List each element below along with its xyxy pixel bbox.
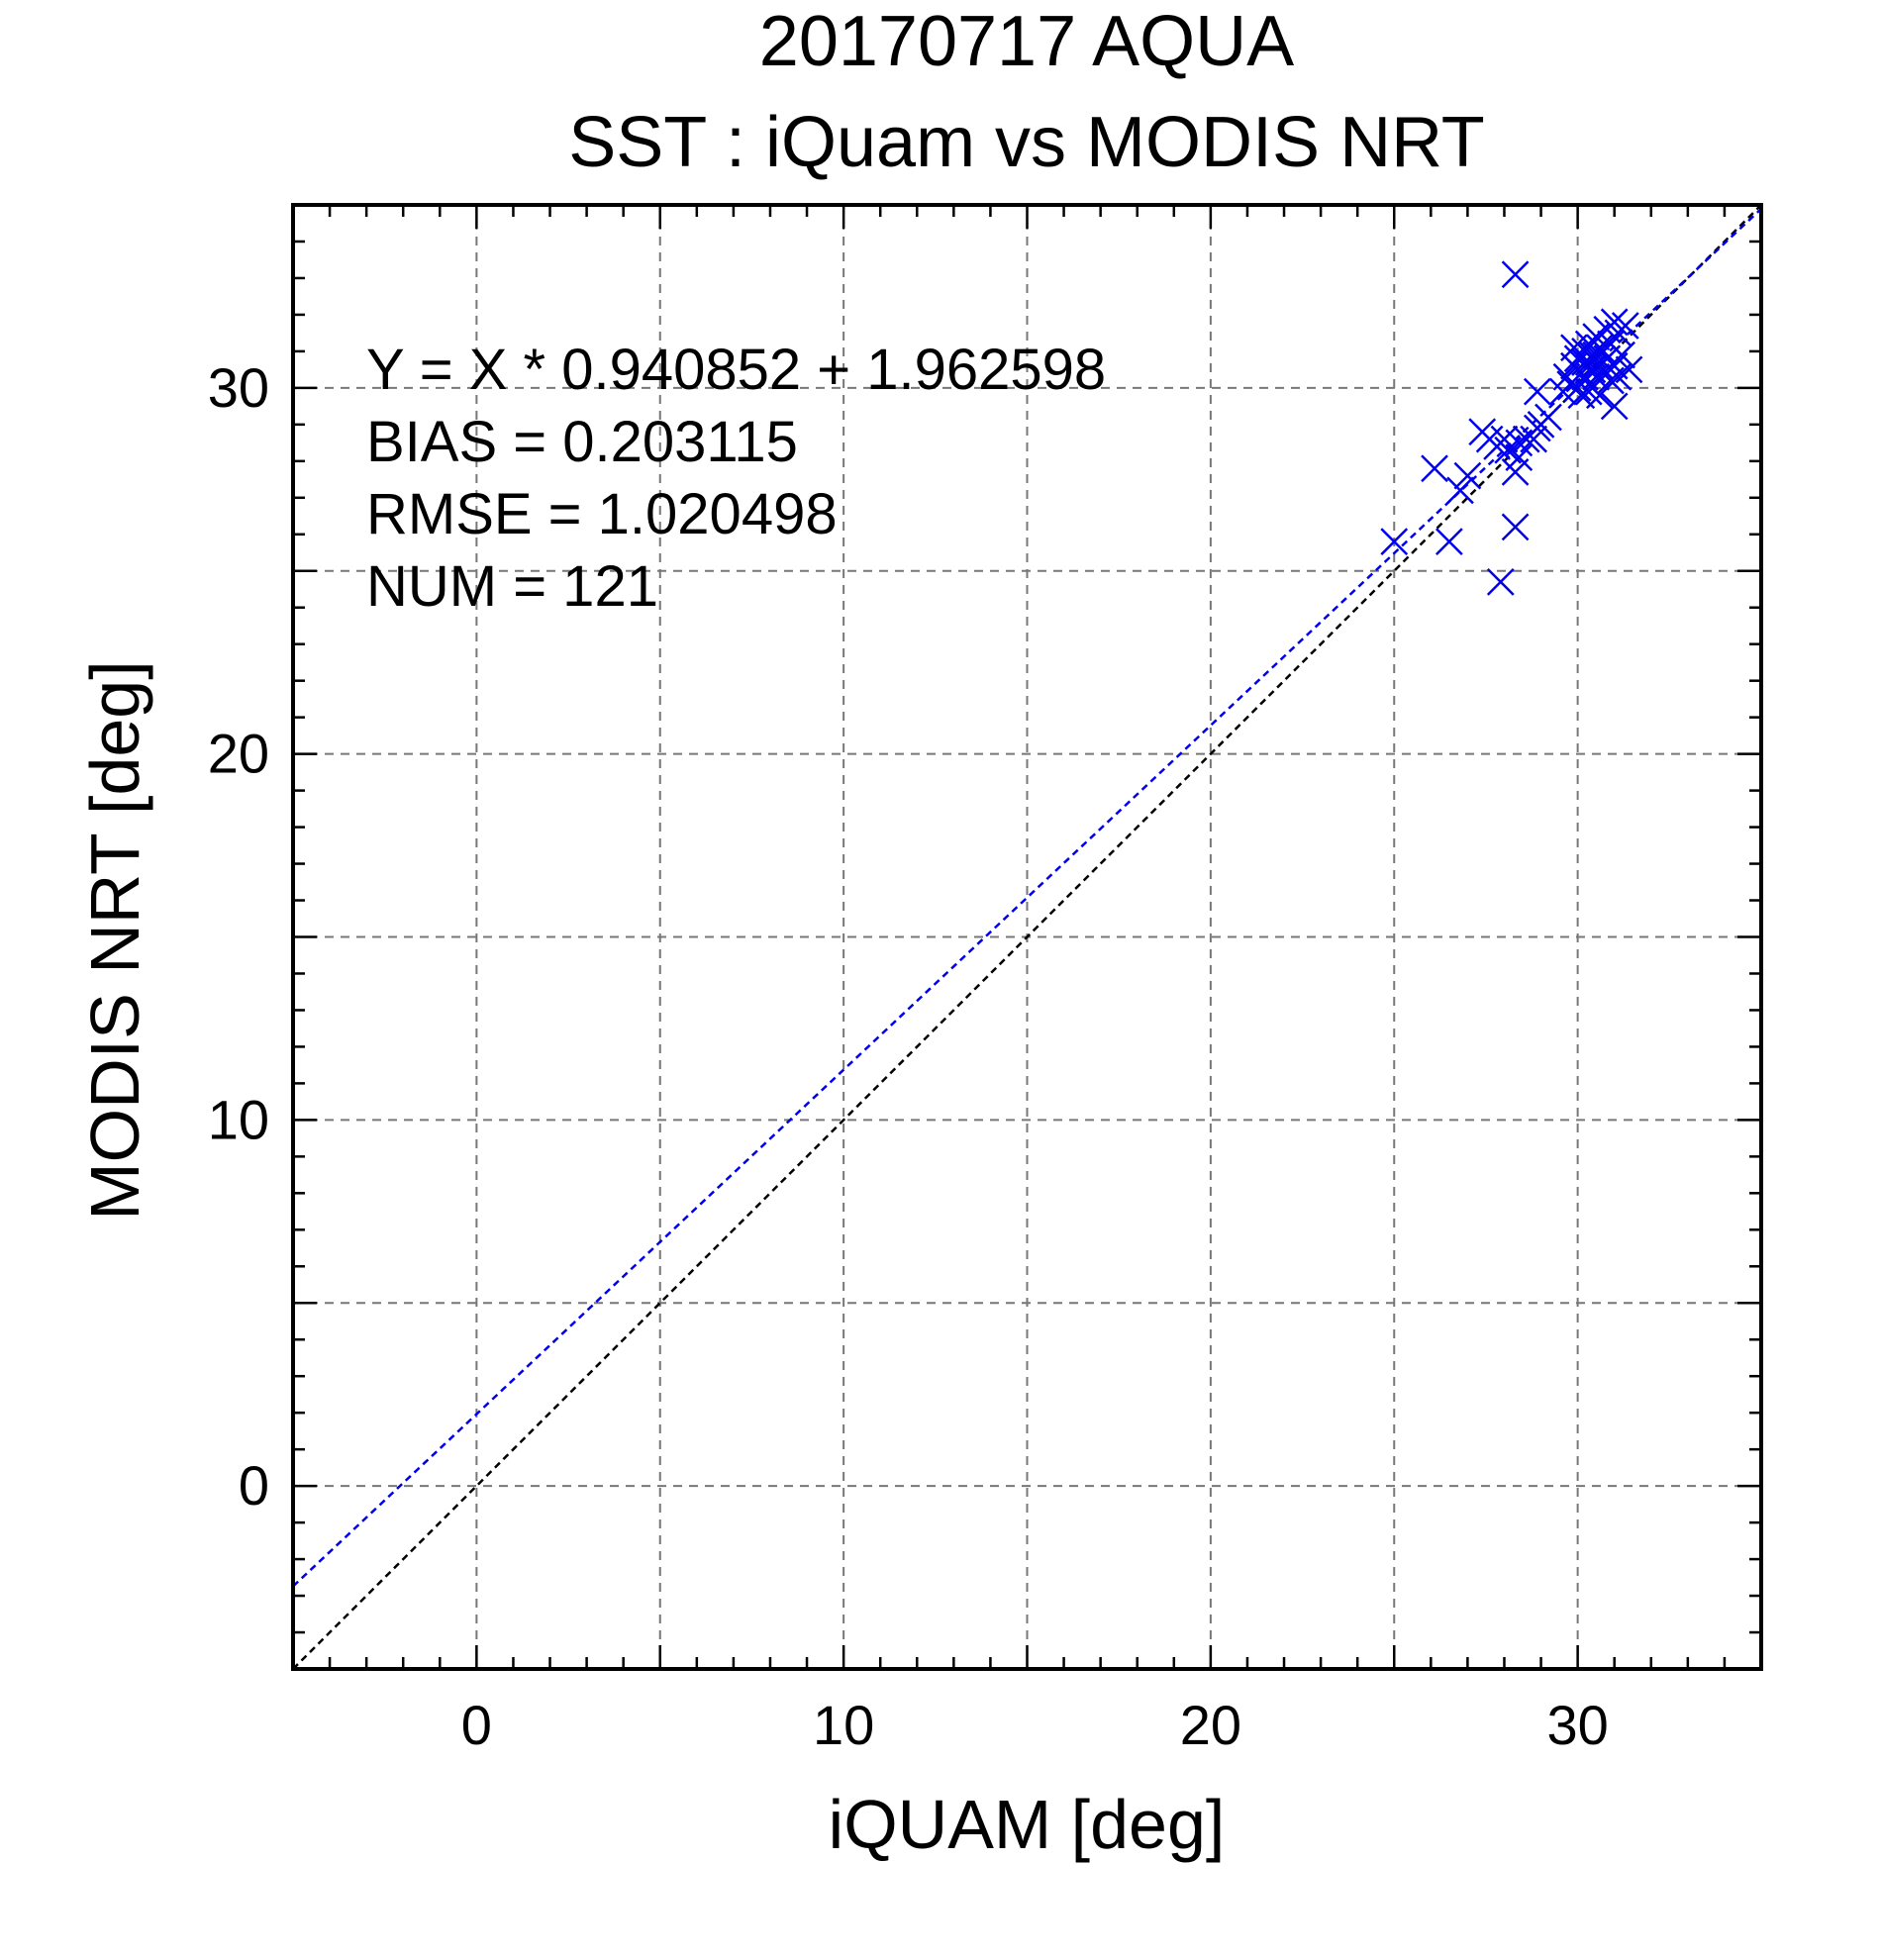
data-point [1501,513,1530,541]
y-axis-label: MODIS NRT [deg] [76,660,153,1220]
stat-num: NUM = 121 [366,554,658,619]
y-tick-label: 0 [239,1454,269,1517]
data-point [1600,308,1629,337]
x-tick-label: 0 [461,1694,492,1756]
data-point [1600,392,1629,421]
data-point [1486,567,1515,596]
data-point [1501,260,1530,289]
regression-line [292,208,1762,1588]
data-points [1380,260,1643,596]
data-point [1505,443,1534,472]
gridlines [293,205,1761,1669]
chart-subtitle: SST : iQuam vs MODIS NRT [568,103,1485,182]
chart-title: 20170717 AQUA [759,2,1294,81]
stat-regression: Y = X * 0.940852 + 1.962598 [366,338,1106,402]
y-tick-label: 20 [208,723,269,785]
stat-bias: BIAS = 0.203115 [366,410,798,474]
data-point [1421,454,1448,483]
stat-rmse: RMSE = 1.020498 [366,482,838,546]
x-tick-label: 20 [1180,1694,1241,1756]
data-point [1380,528,1409,556]
x-tick-label: 10 [813,1694,874,1756]
data-point [1446,476,1474,505]
y-tick-label: 10 [208,1088,269,1150]
data-point [1611,312,1639,340]
data-point [1453,461,1482,490]
tick-labels: 0 10 20 30 0 10 20 30 [208,356,1609,1756]
x-axis-label: iQUAM [deg] [829,1786,1226,1863]
y-tick-label: 30 [208,356,269,419]
x-tick-label: 30 [1546,1694,1608,1756]
data-point [1608,341,1635,369]
data-point [1571,348,1599,376]
data-point [1523,377,1551,406]
data-point [1615,355,1643,384]
data-point [1520,425,1548,453]
data-point [1435,528,1463,556]
plot-frame [291,203,1763,1671]
data-point [1534,403,1562,432]
